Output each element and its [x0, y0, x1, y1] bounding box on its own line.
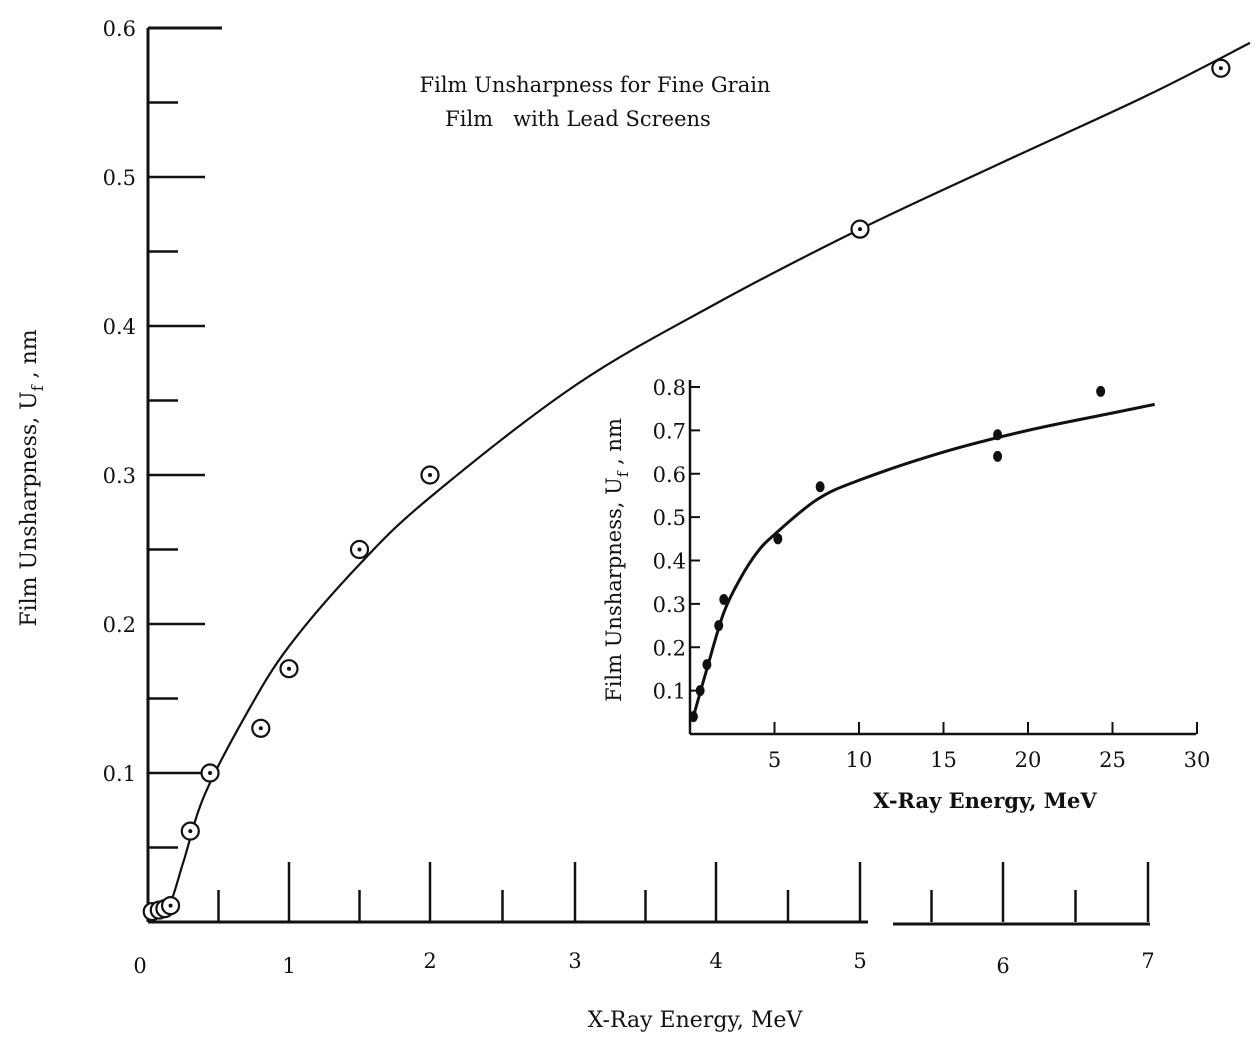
main-data-point-dot — [1218, 66, 1223, 71]
main-data-point — [279, 659, 299, 679]
inset-y-axis-label-subscript: f — [614, 470, 632, 477]
main-chart-title-line-1: Film Unsharpness for Fine Grain — [420, 73, 771, 97]
main-x-tick-label: 0 — [133, 954, 146, 978]
main-data-points — [142, 58, 1231, 922]
inset-x-tick-label: 15 — [930, 748, 957, 772]
inset-data-point — [719, 594, 729, 606]
inset-y-tick-label: 0.7 — [653, 419, 686, 443]
main-x-ticks: 0 1 2 3 4 5 6 7 — [133, 862, 1155, 978]
inset-data-point — [1096, 385, 1106, 397]
inset-y-tick-label: 0.4 — [653, 550, 686, 574]
main-x-tick-label: 5 — [853, 949, 866, 973]
main-y-axis-label-subscript: f — [28, 384, 47, 391]
main-x-tick-label: 4 — [709, 949, 722, 973]
main-data-point — [251, 718, 271, 738]
main-data-point-dot — [858, 227, 862, 232]
main-data-point-dot — [258, 726, 263, 731]
main-y-tick-label: 0.1 — [103, 762, 136, 786]
main-y-tick-label: 0.4 — [103, 315, 136, 339]
main-data-point-dot — [287, 666, 291, 671]
inset-data-point — [993, 450, 1003, 462]
main-x-tick-label: 3 — [568, 949, 581, 973]
inset-y-axis-label-main: Film Unsharpness, U — [602, 477, 626, 702]
main-data-point-dot — [208, 771, 213, 775]
main-fit-curve — [151, 41, 1251, 913]
main-data-point-dot — [428, 473, 432, 477]
inset-x-tick-label: 30 — [1184, 748, 1211, 772]
inset-fit-curve — [691, 402, 1156, 718]
inset-data-point — [714, 620, 724, 632]
main-x-tick-label: 2 — [423, 949, 436, 973]
main-data-point-dot — [357, 547, 362, 552]
inset-y-tick-label: 0.1 — [653, 680, 686, 704]
main-data-point — [160, 896, 181, 916]
inset-x-tick-label: 20 — [1015, 748, 1042, 772]
inset-data-point — [993, 429, 1003, 441]
inset-y-tick-label: 0.2 — [653, 636, 686, 660]
inset-y-axis-label: Film Unsharpness, Uf , nm — [602, 418, 632, 702]
inset-data-point — [773, 533, 783, 545]
main-data-point-dot — [168, 903, 173, 908]
inset-y-axis-label-unit: , nm — [602, 418, 626, 472]
main-y-tick-label: 0.3 — [103, 464, 136, 488]
inset-y-tick-label: 0.6 — [653, 463, 686, 487]
inset-x-tick-label: 5 — [768, 748, 781, 772]
main-x-tick-label: 6 — [996, 954, 1009, 978]
inset-data-points — [688, 385, 1106, 723]
main-y-tick-label: 0.5 — [103, 166, 136, 190]
main-data-point — [349, 539, 370, 560]
main-x-tick-label: 1 — [282, 954, 295, 978]
main-data-point — [850, 219, 870, 239]
inset-y-tick-label: 0.8 — [653, 376, 686, 400]
inset-data-point — [695, 685, 705, 697]
main-chart: 0.1 0.2 0.3 0.4 0.5 0.6 0 1 2 3 4 5 6 7 Film Unsharp… — [17, 17, 1251, 1033]
main-data-point — [420, 465, 440, 485]
inset-x-tick-label: 10 — [846, 748, 873, 772]
inset-y-ticks: 0.1 0.2 0.3 0.4 0.5 0.6 0.7 0.8 — [653, 376, 700, 704]
inset-x-tick-label: 25 — [1099, 748, 1126, 772]
inset-y-tick-label: 0.5 — [653, 506, 686, 530]
inset-data-point — [688, 711, 698, 723]
main-y-ticks: 0.1 0.2 0.3 0.4 0.5 0.6 — [103, 17, 205, 849]
inset-data-point — [815, 481, 825, 493]
main-y-tick-label: 0.6 — [103, 17, 136, 41]
main-y-axis-label: Film Unsharpness, Uf , nm — [17, 329, 47, 626]
main-y-tick-label: 0.2 — [103, 613, 136, 637]
inset-y-tick-label: 0.3 — [653, 593, 686, 617]
inset-data-point — [702, 659, 712, 671]
main-y-axis-label-main: Film Unsharpness, U — [17, 391, 42, 626]
main-chart-title-line-2: Film with Lead Screens — [445, 107, 711, 131]
main-x-axis-label: X-Ray Energy, MeV — [588, 1008, 804, 1033]
inset-x-ticks: 5 10 15 20 25 30 — [768, 722, 1211, 772]
main-data-point-dot — [188, 829, 193, 834]
inset-x-axis-label: X-Ray Energy, MeV — [873, 788, 1097, 813]
main-data-point — [200, 763, 220, 783]
main-data-point — [1211, 58, 1231, 78]
inset-chart: 0.1 0.2 0.3 0.4 0.5 0.6 0.7 0.8 5 10 15 20 25 30 X-R… — [602, 376, 1210, 813]
main-y-axis-label-unit: , nm — [17, 329, 42, 385]
main-x-tick-label: 7 — [1141, 949, 1154, 973]
main-data-point — [180, 821, 200, 841]
